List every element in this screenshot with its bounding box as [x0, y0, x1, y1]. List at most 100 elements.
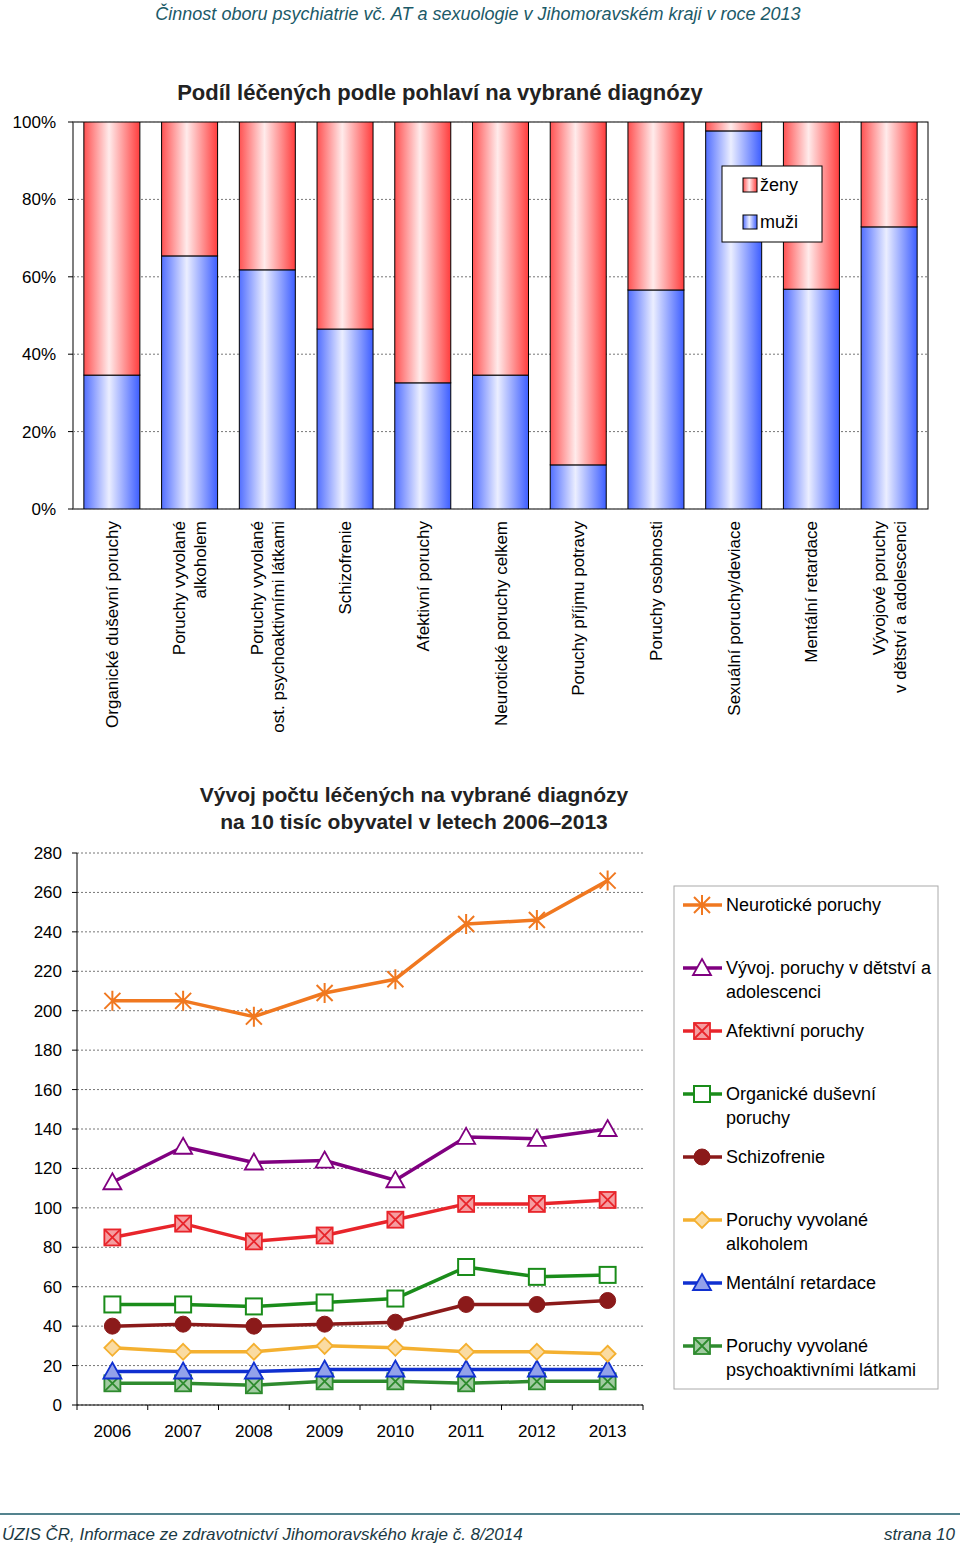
category-label: Vývojové poruchyv dětství a adolescenci: [870, 521, 910, 693]
marker: [175, 1316, 191, 1332]
marker-shape: [104, 1229, 120, 1245]
marker-shape: [693, 959, 711, 975]
marker: [103, 1173, 121, 1189]
category-label: Sexuální poruchy/deviace: [725, 521, 744, 716]
text-line: Organické duševní: [726, 1084, 876, 1104]
text-line: alkoholem: [191, 521, 210, 599]
marker: [458, 1296, 474, 1312]
marker: [529, 910, 545, 930]
text-line: psychoaktivními látkami: [726, 1360, 916, 1380]
text-line: Organické duševní poruchy: [103, 521, 122, 728]
category-label: 2006: [93, 1422, 131, 1441]
text-line: poruchy: [726, 1108, 790, 1128]
marker-shape: [246, 1318, 262, 1334]
marker-shape: [694, 1149, 710, 1165]
tick-label: 20: [43, 1357, 62, 1376]
category-label: Poruchy osobnosti: [647, 521, 666, 661]
marker: [245, 1154, 263, 1170]
tick: [572, 1405, 573, 1410]
legend-label: muži: [760, 212, 798, 232]
marker: [246, 1007, 262, 1027]
marker-shape: [104, 1318, 120, 1334]
marker: [528, 1361, 546, 1377]
marker-shape: [600, 1346, 616, 1362]
tick: [68, 509, 73, 510]
marker: [386, 1361, 404, 1377]
marker: [104, 1296, 120, 1312]
category-label: Organické duševní poruchy: [103, 521, 122, 728]
line-chart: Vývoj počtu léčených na vybrané diagnózy…: [34, 783, 938, 1441]
marker-shape: [104, 1340, 120, 1356]
legend-swatch: [743, 178, 757, 192]
marker: [246, 1233, 262, 1249]
category-label: Afektivní poruchy: [414, 521, 433, 652]
tick: [72, 1247, 77, 1248]
tick: [72, 892, 77, 893]
marker: [386, 1171, 404, 1187]
bar: [395, 383, 451, 509]
tick-label: 220: [34, 962, 62, 981]
tick: [643, 1405, 644, 1410]
marker-shape: [317, 1227, 333, 1243]
marker: [457, 1361, 475, 1377]
marker-shape: [599, 1120, 617, 1136]
grid-line: [77, 892, 643, 893]
marker-shape: [175, 1216, 191, 1232]
footer-rule: [0, 1513, 960, 1515]
tick: [430, 1405, 431, 1410]
marker-shape: [600, 1267, 616, 1283]
tick: [72, 853, 77, 854]
marker: [528, 1130, 546, 1146]
bar: [861, 122, 917, 227]
bar: [162, 122, 218, 256]
marker: [175, 1216, 191, 1232]
marker-shape: [529, 1196, 545, 1212]
text-line: alkoholem: [726, 1234, 808, 1254]
marker: [316, 1152, 334, 1168]
series-line: [112, 1129, 607, 1182]
bar: [783, 289, 839, 509]
legend-marker: [694, 1086, 710, 1102]
tick: [501, 1405, 502, 1410]
tick: [72, 1405, 77, 1406]
tick: [68, 122, 73, 123]
marker: [317, 1227, 333, 1243]
text-line: Afektivní poruchy: [414, 521, 433, 652]
marker-shape: [529, 1296, 545, 1312]
legend-box: [674, 886, 938, 1389]
legend-marker: [694, 1149, 710, 1165]
marker-shape: [104, 991, 120, 1011]
legend-box: [722, 166, 822, 242]
grid-line: [77, 1089, 643, 1090]
bar: [162, 256, 218, 509]
marker: [600, 1267, 616, 1283]
grid-line: [77, 1207, 643, 1208]
tick-label: 100: [34, 1199, 62, 1218]
grid-line: [77, 931, 643, 932]
bar: [239, 270, 295, 509]
text-line: na 10 tisíc obyvatel v letech 2006–2013: [220, 810, 608, 833]
legend-label: Poruchy vyvolanéalkoholem: [726, 1210, 868, 1254]
bar: [706, 122, 762, 131]
legend-label: Vývoj. poruchy v dětství aadolescenci: [726, 958, 932, 1002]
marker: [174, 1138, 192, 1154]
bar: [317, 122, 373, 329]
marker-shape: [528, 1361, 546, 1377]
text-line: Schizofrenie: [336, 521, 355, 615]
grid-line: [77, 1286, 643, 1287]
bar: [550, 465, 606, 509]
tick: [72, 931, 77, 932]
tick: [72, 1207, 77, 1208]
marker: [104, 1340, 120, 1356]
tick: [72, 1129, 77, 1130]
tick-label: 0%: [31, 500, 56, 519]
plot-frame: [73, 122, 928, 509]
legend-label: ženy: [760, 175, 798, 195]
marker-shape: [694, 1212, 710, 1228]
marker-shape: [529, 1196, 545, 1212]
marker-shape: [458, 1344, 474, 1360]
marker-shape: [458, 1296, 474, 1312]
grid-line: [77, 1010, 643, 1011]
bar: [550, 122, 606, 465]
marker-shape: [694, 1338, 710, 1354]
